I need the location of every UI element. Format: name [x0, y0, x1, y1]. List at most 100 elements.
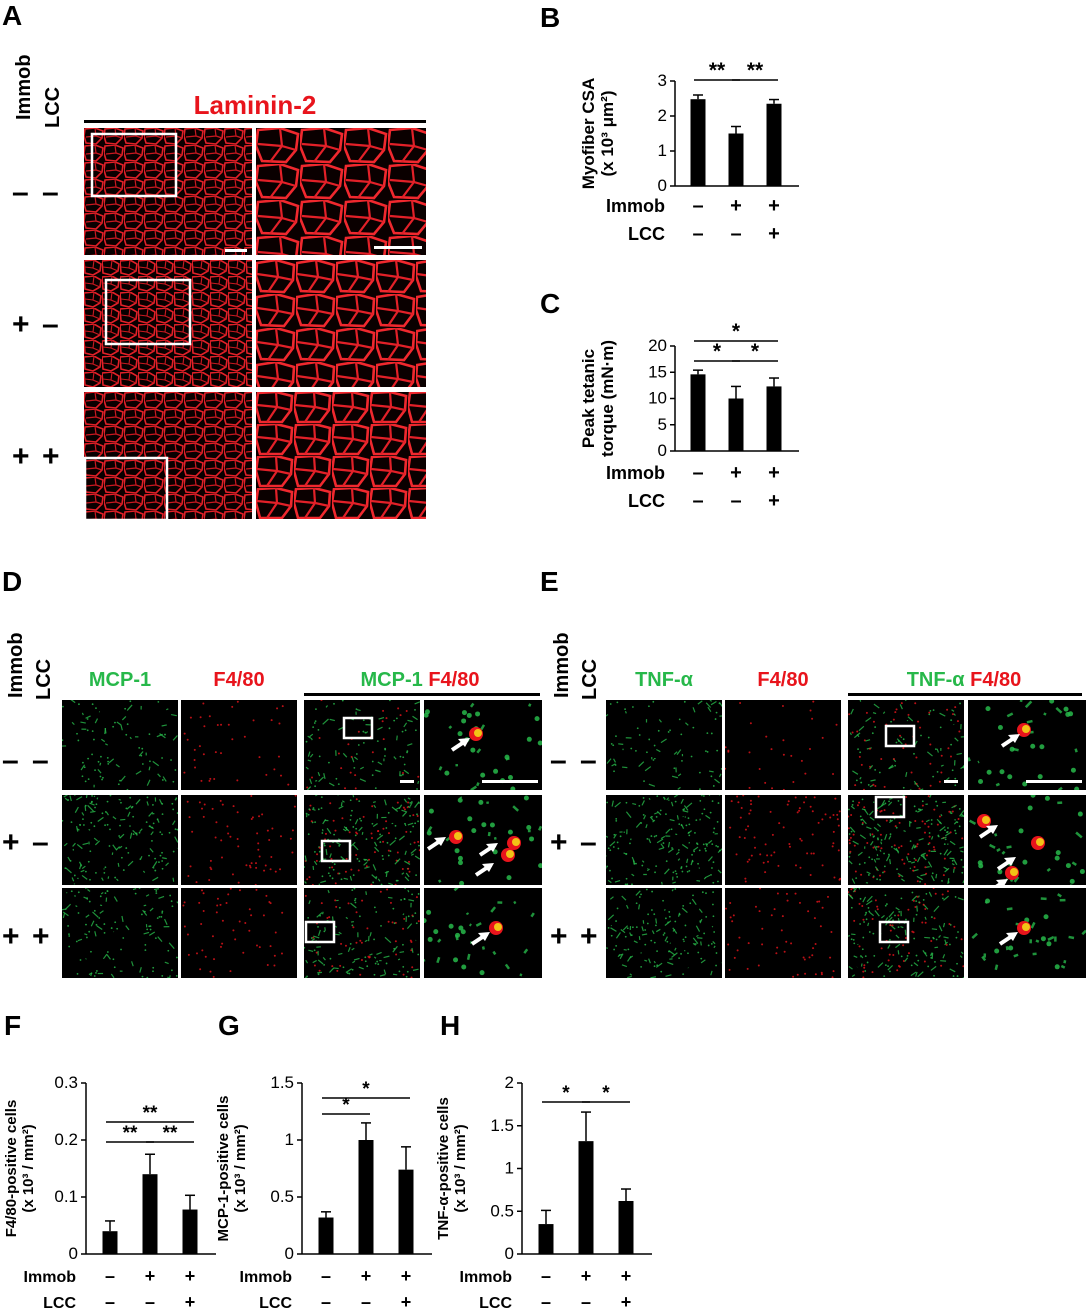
y-tick-label: 0 [285, 1244, 294, 1263]
row-e2-lcc-sign: – [580, 826, 597, 859]
lcc-sign: + [401, 1292, 412, 1312]
laminin-image-row1-overview [84, 128, 252, 255]
y-tick-label: 0.5 [490, 1201, 514, 1220]
row-e1-lcc-sign: – [580, 744, 597, 777]
lcc-row-header: LCC [42, 86, 64, 128]
lcc-row-header-e: LCC [579, 658, 601, 700]
bar [398, 1169, 414, 1254]
bar [578, 1141, 594, 1254]
row-a2-lcc-sign: – [42, 308, 59, 341]
if-image-red [725, 700, 841, 790]
y-tick-label: 0.5 [270, 1187, 294, 1206]
merge-header-rule-d [304, 693, 540, 696]
if-image-red [181, 888, 297, 978]
if-image-merge [848, 700, 964, 790]
row-a1-immob-sign: – [12, 176, 29, 209]
panel-label-a: A [2, 0, 23, 31]
y-tick-label: 1 [285, 1130, 294, 1149]
merge-red-label-e: F4/80 [970, 669, 1022, 691]
immob-label: Immob [606, 196, 665, 216]
lcc-label: LCC [479, 1295, 512, 1312]
lcc-sign: – [361, 1292, 371, 1312]
panel-label-c: C [540, 288, 561, 319]
y-tick-label: 15 [648, 362, 667, 381]
lcc-sign: – [692, 223, 703, 245]
lcc-sign: – [145, 1292, 155, 1312]
if-image-merge [304, 888, 420, 978]
immob-sign: – [692, 195, 703, 217]
chart-g-mcp1: 0 0.5 1 1.5 MCP-1-positive cells (x 10³ / mm²… [215, 1073, 432, 1312]
bar [182, 1209, 198, 1254]
significance-label: * [602, 1083, 610, 1104]
significance-label: ** [143, 1103, 158, 1124]
if-image-green [62, 888, 178, 978]
significance-label: * [362, 1079, 370, 1100]
if-image-zoom [968, 888, 1086, 978]
panel-label-g: G [218, 1010, 240, 1041]
immob-label: Immob [240, 1269, 293, 1286]
laminin-header-rule [84, 120, 426, 123]
y-axis-unit: (x 10³ / mm²) [20, 1124, 37, 1212]
lcc-sign: + [768, 490, 780, 512]
immob-sign: – [105, 1266, 115, 1286]
lcc-sign: – [581, 1292, 591, 1312]
if-image-merge [848, 795, 964, 885]
significance-label: ** [747, 59, 764, 82]
bar [318, 1217, 334, 1254]
y-tick-label: 1 [505, 1159, 514, 1178]
row-d1-lcc-sign: – [32, 744, 49, 777]
merge-col-header-d: MCP-1 F4/80 [300, 670, 540, 690]
lcc-label: LCC [43, 1295, 76, 1312]
roi-box [84, 456, 169, 519]
bar [766, 386, 782, 451]
lcc-row-header-d: LCC [33, 658, 55, 700]
lcc-sign: – [730, 490, 741, 512]
white-arrow [998, 932, 1018, 946]
significance-label: ** [163, 1123, 178, 1144]
bar [538, 1224, 554, 1254]
significance-label: * [342, 1095, 350, 1116]
lcc-sign: – [321, 1292, 331, 1312]
roi-box [104, 278, 192, 346]
y-tick-label: 0 [69, 1244, 78, 1263]
merge-green-label: MCP-1 [360, 669, 423, 691]
significance-label: ** [123, 1123, 138, 1144]
if-image-green [606, 795, 722, 885]
if-image-green [606, 700, 722, 790]
merge-col-header-e: TNF-α F4/80 [846, 670, 1082, 690]
bar [690, 374, 706, 451]
immob-row-header: Immob [13, 54, 35, 120]
if-image-red [181, 795, 297, 885]
y-tick-label: 2 [505, 1073, 514, 1092]
y-tick-label: 0.2 [54, 1130, 78, 1149]
panel-label-h: H [440, 1010, 461, 1041]
y-axis-label: Peak tetanic [579, 349, 598, 448]
lcc-label: LCC [628, 224, 665, 244]
if-image-red [725, 795, 841, 885]
immob-sign: + [145, 1266, 156, 1286]
row-e3-lcc-sign: + [580, 920, 598, 953]
lcc-sign: – [692, 490, 703, 512]
lcc-sign: – [730, 223, 741, 245]
y-tick-label: 0.1 [54, 1187, 78, 1206]
white-arrow [450, 738, 470, 752]
white-arrow [474, 863, 494, 877]
chart-f-f480: 0 0.1 0.2 0.3 F4/80-positive cells (x 10³ / m… [3, 1073, 216, 1312]
significance-label: * [713, 340, 722, 363]
row-d2-immob-sign: + [2, 826, 20, 859]
white-arrow [470, 932, 490, 946]
immob-sign: + [581, 1266, 592, 1286]
white-arrow [478, 843, 498, 857]
row-a2-immob-sign: + [12, 308, 30, 341]
y-axis-unit: (x 10³ μm²) [598, 91, 617, 177]
y-tick-label: 0 [658, 176, 667, 195]
white-arrow [978, 825, 998, 839]
immob-row-header-d: Immob [5, 632, 27, 698]
bar [102, 1231, 118, 1254]
if-image-merge [304, 700, 420, 790]
laminin-image-row3-overview [84, 392, 252, 519]
immob-sign: – [541, 1266, 551, 1286]
immob-sign: + [768, 195, 780, 217]
if-image-red [725, 888, 841, 978]
if-image-green [606, 888, 722, 978]
